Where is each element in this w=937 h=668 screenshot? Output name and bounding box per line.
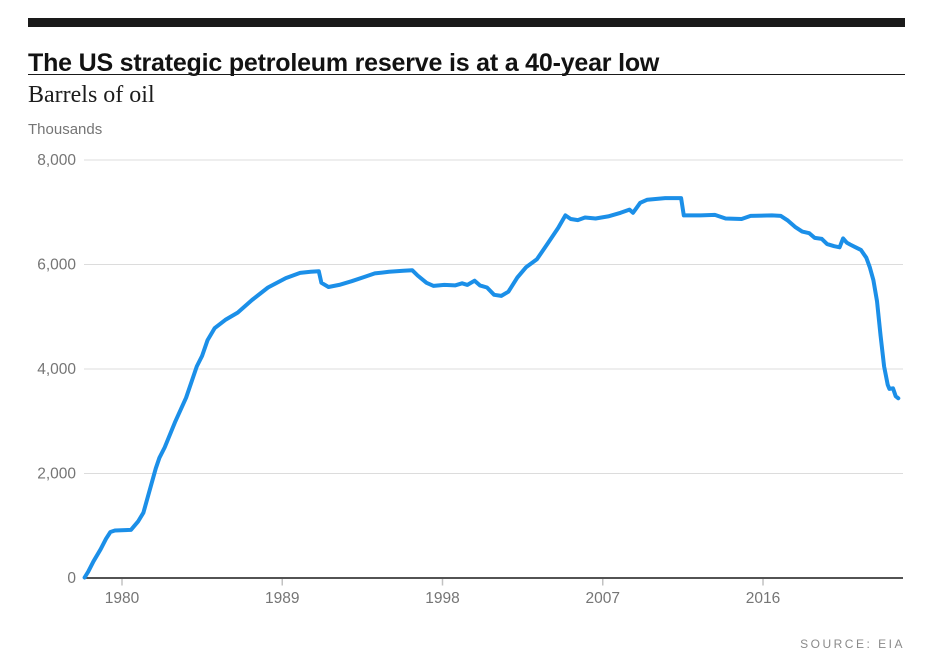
y-tick-label: 8,000: [37, 152, 76, 169]
chart-subtitle: Barrels of oil: [28, 82, 155, 108]
data-line: [82, 196, 901, 580]
y-tick-label: 0: [67, 570, 76, 587]
x-tick-label: 2016: [746, 590, 780, 607]
y-tick-label: 4,000: [37, 361, 76, 378]
y-tick-label: 6,000: [37, 257, 76, 274]
y-tick-label: 2,000: [37, 466, 76, 483]
x-tick-label: 2007: [586, 590, 620, 607]
x-tick-label: 1998: [425, 590, 459, 607]
source-attribution: SOURCE: EIA: [800, 637, 905, 651]
y-axis-unit-label: Thousands: [28, 121, 103, 138]
header-bar: [28, 18, 905, 27]
x-tick-label: 1989: [265, 590, 299, 607]
x-tick-label: 1980: [105, 590, 140, 607]
page-title: The US strategic petroleum reserve is at…: [28, 48, 660, 77]
title-divider: [28, 74, 905, 75]
